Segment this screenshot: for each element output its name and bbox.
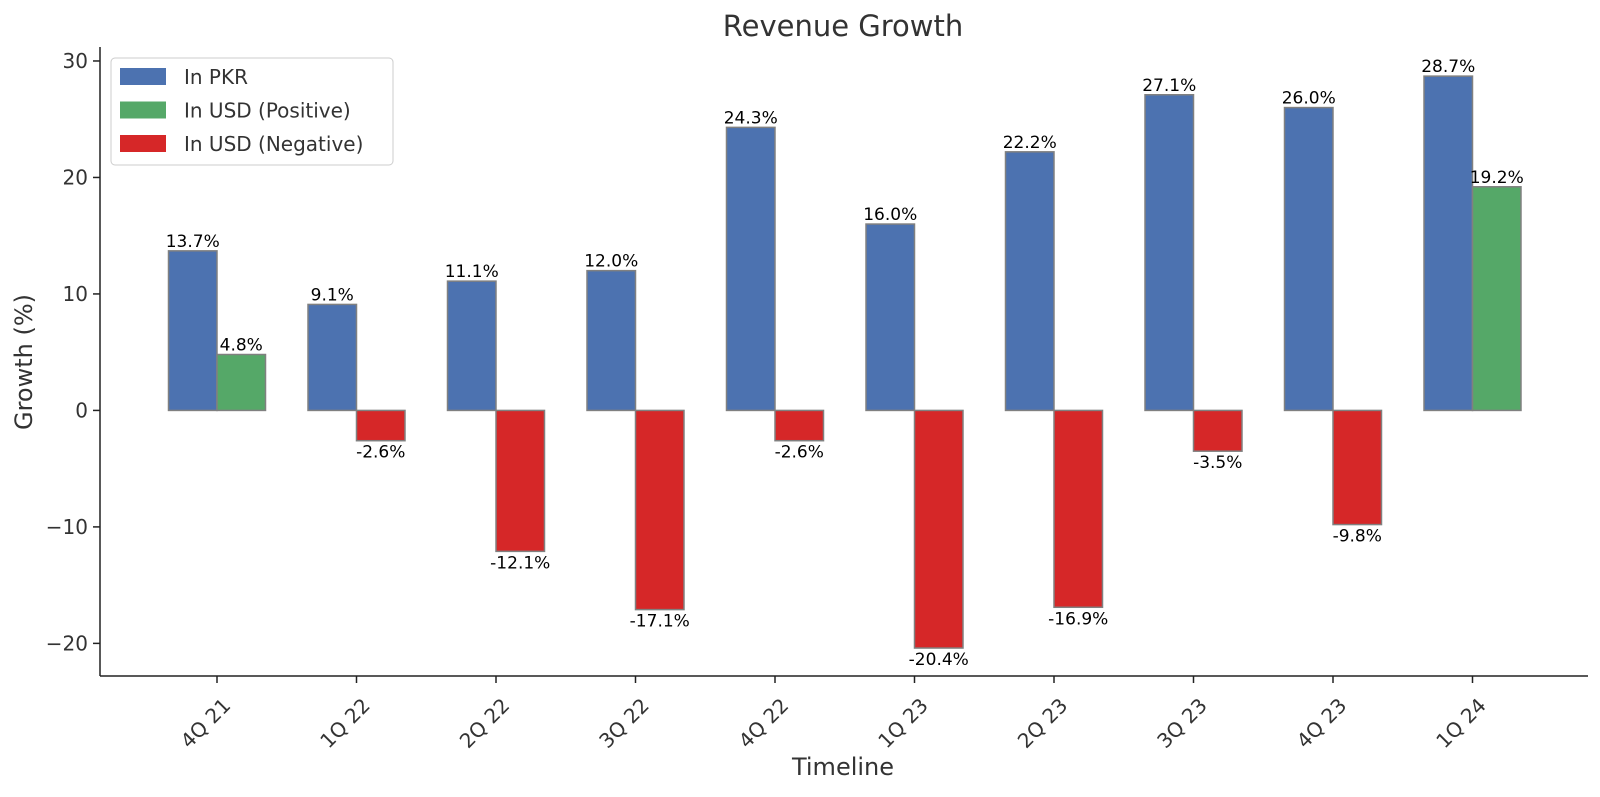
bar-pkr-2 [446, 280, 497, 412]
data-label-usd-3: -17.1% [630, 612, 690, 632]
data-label-pkr-5: 16.0% [863, 205, 917, 225]
bar-usd-5 [913, 409, 964, 649]
data-label-pkr-6: 22.2% [1003, 133, 1057, 153]
bar-usd-0 [216, 353, 267, 412]
bar-usd-3 [634, 409, 685, 611]
legend-entry-1: In USD (Positive) [184, 99, 351, 123]
data-label-pkr-9: 28.7% [1421, 57, 1475, 77]
chart-title: Revenue Growth [723, 9, 963, 43]
bar-pkr-5 [865, 223, 916, 412]
data-labels-layer: 13.7% 4.8% 9.1% -2.6% 11.1% -12.1% 12.0% -17.1%… [166, 57, 1524, 670]
legend-entry-2: In USD (Negative) [184, 132, 363, 156]
bar-usd-4 [774, 409, 825, 442]
data-label-usd-1: -2.6% [356, 443, 405, 463]
bars-layer [167, 75, 1522, 649]
y-tick-label-5: 30 [63, 49, 88, 73]
x-tick-label-5: 1Q 23 [873, 693, 933, 753]
data-label-pkr-8: 26.0% [1282, 89, 1336, 109]
x-tick-label-2: 2Q 22 [455, 693, 515, 753]
x-tick-label-1: 1Q 22 [315, 693, 375, 753]
data-label-pkr-4: 24.3% [724, 108, 778, 128]
data-label-usd-8: -9.8% [1333, 527, 1382, 547]
bar-pkr-0 [167, 250, 218, 412]
x-tick-label-0: 4Q 21 [176, 693, 236, 753]
bar-usd-2 [495, 409, 546, 553]
x-tick-label-4: 4Q 22 [734, 693, 794, 753]
data-label-usd-6: -16.9% [1048, 609, 1108, 629]
bar-pkr-6 [1004, 151, 1055, 412]
bar-pkr-3 [586, 269, 637, 412]
y-tick-label-3: 10 [63, 282, 88, 306]
bar-pkr-7 [1144, 94, 1195, 412]
data-label-pkr-2: 11.1% [445, 262, 499, 282]
bar-usd-9 [1471, 186, 1522, 412]
data-label-usd-7: -3.5% [1193, 453, 1242, 473]
x-tick-label-8: 4Q 23 [1292, 693, 1352, 753]
y-tick-label-4: 20 [63, 165, 88, 189]
legend-swatch-1 [120, 101, 166, 119]
data-label-usd-2: -12.1% [490, 553, 550, 573]
data-label-usd-9: 19.2% [1470, 168, 1524, 188]
legend-swatch-0 [120, 68, 166, 85]
legend-entry-0: In PKR [184, 65, 248, 89]
y-tick-label-0: −20 [46, 631, 88, 655]
y-tick-label-2: 0 [75, 398, 88, 422]
data-label-usd-4: -2.6% [775, 443, 824, 463]
x-axis-label: Timeline [791, 753, 894, 781]
bar-usd-7 [1192, 409, 1243, 452]
data-label-pkr-3: 12.0% [584, 252, 638, 272]
x-tick-label-9: 1Q 24 [1431, 693, 1491, 753]
legend: In PKR In USD (Positive) In USD (Negative) [110, 57, 394, 166]
y-axis-label: Growth (%) [10, 294, 38, 430]
bar-usd-6 [1053, 409, 1104, 609]
legend-box [110, 57, 394, 166]
data-label-usd-0: 4.8% [220, 336, 263, 356]
data-label-pkr-1: 9.1% [311, 285, 354, 305]
x-tick-label-6: 2Q 23 [1013, 693, 1073, 753]
data-label-pkr-7: 27.1% [1142, 76, 1196, 96]
data-label-pkr-0: 13.7% [166, 232, 220, 252]
legend-swatch-2 [120, 135, 166, 152]
bar-usd-1 [355, 409, 406, 442]
x-tick-label-3: 3Q 22 [594, 693, 654, 753]
data-label-usd-5: -20.4% [909, 650, 969, 670]
bar-pkr-4 [725, 126, 776, 412]
bar-pkr-1 [307, 303, 358, 412]
x-tick-label-7: 3Q 23 [1152, 693, 1212, 753]
bar-usd-8 [1332, 409, 1383, 526]
bar-pkr-8 [1283, 106, 1334, 412]
bar-pkr-9 [1423, 75, 1474, 412]
y-tick-label-1: −10 [46, 515, 88, 539]
